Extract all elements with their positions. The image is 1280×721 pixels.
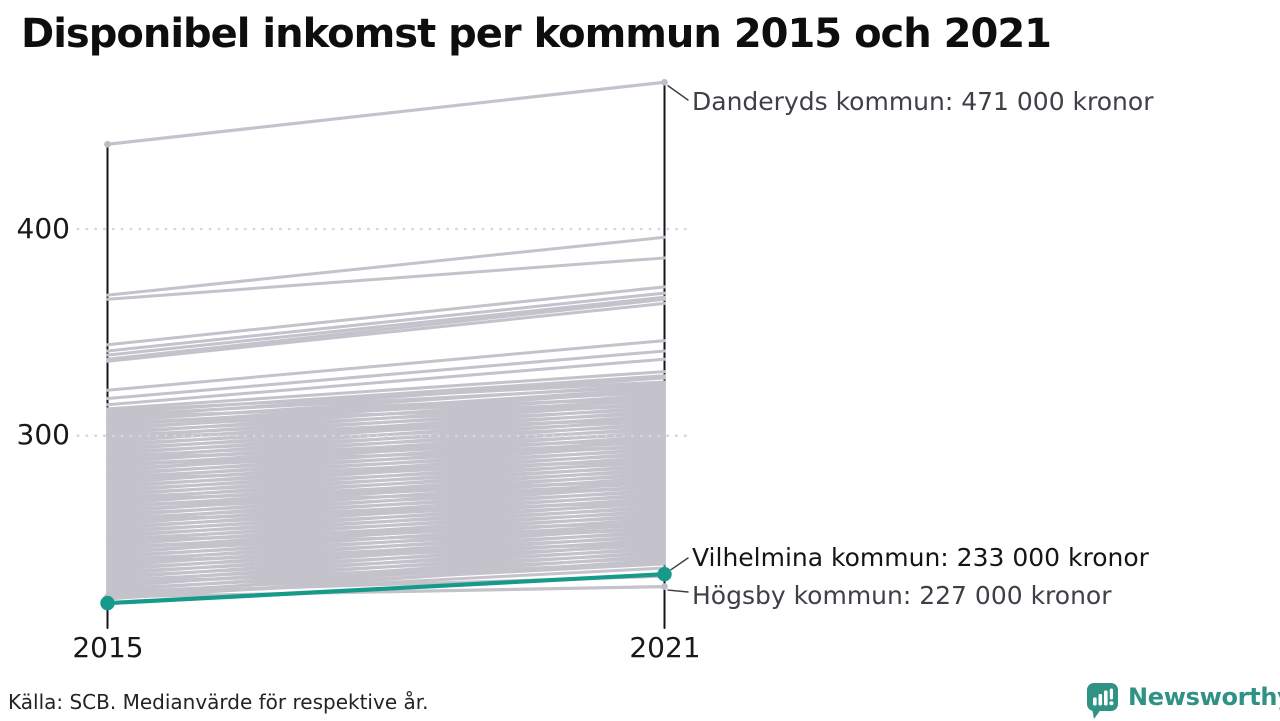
annotation-hogsby: Högsby kommun: 227 000 kronor xyxy=(692,581,1112,610)
annotation-danderyd: Danderyds kommun: 471 000 kronor xyxy=(692,87,1154,116)
annotation-vilhelmina: Vilhelmina kommun: 233 000 kronor xyxy=(692,543,1149,572)
highlight-line-vilhelmina xyxy=(105,572,667,606)
x-axis-tick-2021: 2021 xyxy=(629,631,701,664)
source-note: Källa: SCB. Medianvärde för respektive å… xyxy=(8,690,429,714)
page-title: Disponibel inkomst per kommun 2015 och 2… xyxy=(21,11,1052,57)
y-axis-tick-300: 300 xyxy=(16,418,70,451)
newsworthy-logo-icon xyxy=(1087,683,1118,719)
vilhelmina-2015-dot xyxy=(100,595,115,611)
newsworthy-logo-text: Newsworthy xyxy=(1128,683,1280,711)
y-axis-tick-400: 400 xyxy=(16,212,70,245)
vilhelmina-2021-dot xyxy=(657,566,672,582)
x-axis-tick-2015: 2015 xyxy=(72,631,144,664)
